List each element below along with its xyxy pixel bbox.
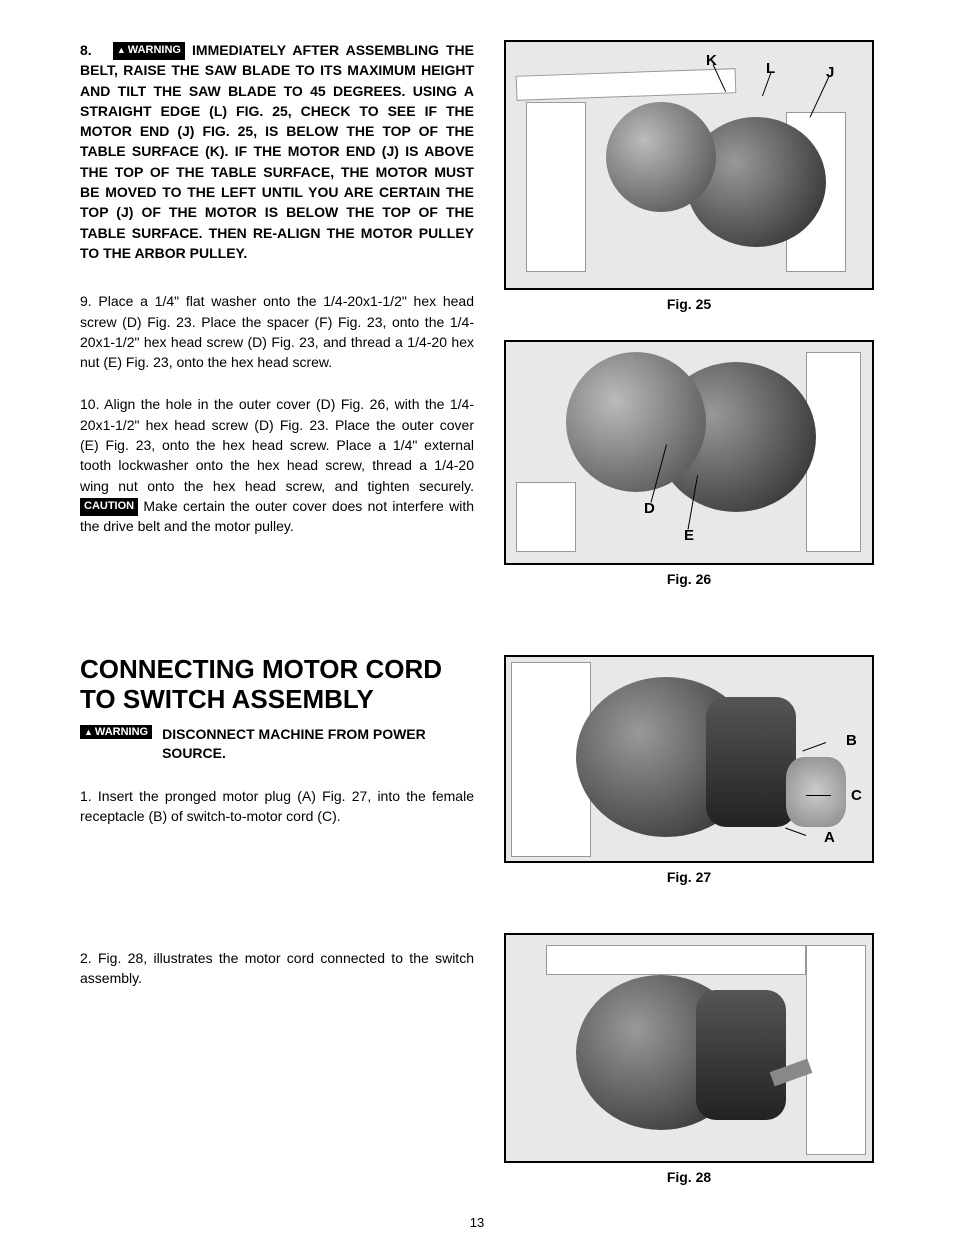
fig26-caption: Fig. 26 (504, 571, 874, 587)
left-column-3: 2. Fig. 28, illustrates the motor cord c… (80, 933, 474, 1195)
step-10: 10. Align the hole in the outer cover (D… (80, 394, 474, 536)
top-section: 8. WARNING IMMEDIATELY AFTER ASSEMBLING … (80, 40, 874, 615)
right-column-3: Fig. 28 (504, 933, 874, 1195)
section-3: 2. Fig. 28, illustrates the motor cord c… (80, 933, 874, 1195)
disconnect-warning: DISCONNECT MACHINE FROM POWER SOURCE. (162, 725, 474, 764)
step-8-text: IMMEDIATELY AFTER ASSEMBLING THE BELT, R… (80, 42, 474, 261)
figure-26: D E (504, 340, 874, 565)
caution-badge: CAUTION (80, 498, 138, 516)
step-10-part2: Make certain the outer cover does not in… (80, 498, 474, 534)
fig27-caption: Fig. 27 (504, 869, 874, 885)
warning-badge: WARNING (113, 42, 185, 60)
fig25-caption: Fig. 25 (504, 296, 874, 312)
fig26-label-e: E (684, 527, 694, 544)
left-column-top: 8. WARNING IMMEDIATELY AFTER ASSEMBLING … (80, 40, 474, 615)
fig25-label-k: K (706, 52, 717, 69)
page-number: 13 (80, 1215, 874, 1230)
section-2: CONNECTING MOTOR CORD TO SWITCH ASSEMBLY… (80, 655, 874, 913)
left-column-2: CONNECTING MOTOR CORD TO SWITCH ASSEMBLY… (80, 655, 474, 913)
step-10-part1: 10. Align the hole in the outer cover (D… (80, 396, 474, 493)
warning-badge-2: WARNING (80, 725, 152, 739)
figure-28 (504, 933, 874, 1163)
fig27-label-a: A (824, 829, 835, 846)
right-column-2: B C A Fig. 27 (504, 655, 874, 913)
section2-step1: 1. Insert the pronged motor plug (A) Fig… (80, 786, 474, 827)
fig27-label-c: C (851, 787, 862, 804)
fig26-label-d: D (644, 500, 655, 517)
fig28-caption: Fig. 28 (504, 1169, 874, 1185)
step-8: 8. WARNING IMMEDIATELY AFTER ASSEMBLING … (80, 40, 474, 263)
section2-step2: 2. Fig. 28, illustrates the motor cord c… (80, 948, 474, 989)
step-8-prefix: 8. (80, 42, 92, 58)
step-9: 9. Place a 1/4" flat washer onto the 1/4… (80, 291, 474, 372)
warning-line: WARNING DISCONNECT MACHINE FROM POWER SO… (80, 725, 474, 764)
section-heading: CONNECTING MOTOR CORD TO SWITCH ASSEMBLY (80, 655, 474, 715)
fig27-label-b: B (846, 732, 857, 749)
figure-27: B C A (504, 655, 874, 863)
figure-25: K L J (504, 40, 874, 290)
right-column-top: K L J Fig. 25 D E Fig. 26 (504, 40, 874, 615)
